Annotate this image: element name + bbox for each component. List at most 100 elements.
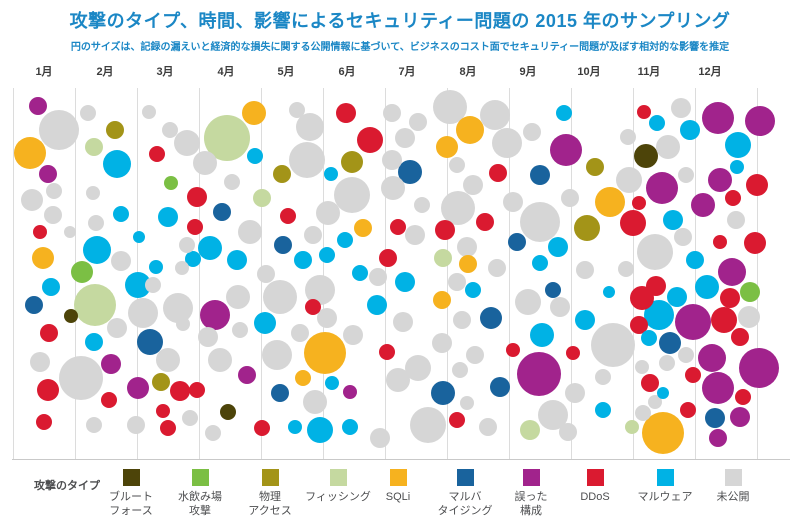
bubble bbox=[280, 208, 296, 224]
bubble bbox=[559, 423, 577, 441]
bubble bbox=[44, 206, 62, 224]
month-label: 6月 bbox=[338, 66, 356, 78]
bubble bbox=[457, 237, 477, 257]
bubble bbox=[383, 104, 401, 122]
bubble bbox=[156, 348, 180, 372]
bubble bbox=[175, 261, 189, 275]
bubble bbox=[709, 429, 727, 447]
bubble bbox=[566, 346, 580, 360]
bubble bbox=[738, 306, 760, 328]
bubble bbox=[289, 142, 325, 178]
bubble bbox=[303, 390, 327, 414]
bubble bbox=[490, 377, 510, 397]
bubble bbox=[740, 282, 760, 302]
bubble bbox=[369, 268, 387, 286]
bubble bbox=[517, 352, 561, 396]
bubble bbox=[711, 307, 737, 333]
bubble bbox=[595, 402, 611, 418]
bubble bbox=[663, 210, 683, 230]
bubble bbox=[179, 237, 195, 253]
bubble bbox=[460, 396, 474, 410]
bubble bbox=[575, 310, 595, 330]
bubble bbox=[21, 189, 43, 211]
month-label: 5月 bbox=[277, 66, 295, 78]
bubble bbox=[508, 233, 526, 251]
bubble bbox=[603, 286, 615, 298]
legend-label: 物理 アクセス bbox=[248, 491, 292, 517]
bubble bbox=[193, 151, 217, 175]
bubble bbox=[238, 220, 262, 244]
month-label: 9月 bbox=[519, 66, 537, 78]
bubble bbox=[548, 237, 568, 257]
bubble bbox=[618, 261, 634, 277]
bubble bbox=[641, 330, 657, 346]
bubble bbox=[744, 232, 766, 254]
bubble bbox=[479, 418, 497, 436]
bubble bbox=[432, 333, 452, 353]
bubble bbox=[107, 318, 127, 338]
bubble bbox=[725, 190, 741, 206]
bubble bbox=[705, 408, 725, 428]
bubble bbox=[730, 407, 750, 427]
bubble bbox=[304, 226, 322, 244]
legend-label: DDoS bbox=[580, 491, 610, 503]
bubble bbox=[86, 417, 102, 433]
bubble bbox=[30, 352, 50, 372]
bubble bbox=[480, 100, 510, 130]
bubble bbox=[634, 144, 658, 168]
bubble bbox=[162, 122, 178, 138]
bubble bbox=[39, 165, 57, 183]
bubble bbox=[379, 344, 395, 360]
bubble bbox=[550, 134, 582, 166]
page-subtitle: 円のサイズは、記録の漏えいと経済的な損失に関する公開情報に基づいて、ビジネスのコ… bbox=[70, 42, 730, 53]
bubble bbox=[200, 300, 230, 330]
bubble bbox=[187, 187, 207, 207]
bubble bbox=[431, 381, 455, 405]
bubble bbox=[409, 113, 427, 131]
bubble bbox=[187, 219, 203, 235]
bubble bbox=[561, 189, 579, 207]
bubble bbox=[342, 419, 358, 435]
bubble bbox=[449, 412, 465, 428]
bubble bbox=[465, 282, 481, 298]
bubble bbox=[641, 374, 659, 392]
bubble bbox=[433, 291, 451, 309]
bubble bbox=[127, 416, 145, 434]
bubble bbox=[39, 110, 79, 150]
legend-swatch bbox=[523, 469, 540, 486]
legend-swatch bbox=[390, 469, 407, 486]
bubble bbox=[343, 385, 357, 399]
legend-swatch bbox=[192, 469, 209, 486]
bubble bbox=[520, 202, 560, 242]
bubble bbox=[74, 284, 116, 326]
bubble bbox=[36, 414, 52, 430]
bubble bbox=[86, 186, 100, 200]
bubble bbox=[42, 278, 60, 296]
bubble bbox=[635, 405, 651, 421]
bubble bbox=[550, 297, 570, 317]
bubble bbox=[262, 340, 292, 370]
bubble bbox=[254, 312, 276, 334]
bubble bbox=[649, 115, 665, 131]
bubble bbox=[128, 298, 158, 328]
bubble bbox=[449, 157, 465, 173]
bubble bbox=[441, 191, 475, 225]
bubble bbox=[101, 354, 121, 374]
bubble bbox=[678, 347, 694, 363]
bubble bbox=[189, 382, 205, 398]
bubble bbox=[646, 276, 666, 296]
bubble bbox=[149, 260, 163, 274]
bubble bbox=[337, 232, 353, 248]
bubble bbox=[625, 420, 639, 434]
bubble bbox=[630, 316, 648, 334]
bubble bbox=[436, 136, 458, 158]
bubble bbox=[25, 296, 43, 314]
bubble bbox=[247, 148, 263, 164]
bubble bbox=[674, 228, 692, 246]
bubble bbox=[595, 369, 611, 385]
bubble bbox=[106, 121, 124, 139]
bubble bbox=[680, 402, 696, 418]
bubble bbox=[227, 250, 247, 270]
legend-label: ブルート フォース bbox=[109, 491, 153, 517]
month-label: 4月 bbox=[217, 66, 235, 78]
